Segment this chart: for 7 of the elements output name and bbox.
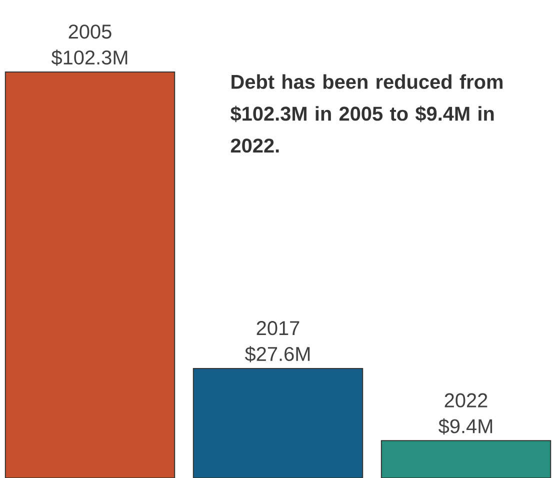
x-tick-label: 2017 — [256, 320, 300, 335]
x-tick-label: 2005 — [68, 24, 112, 38]
data-label: $27.6M — [244, 346, 310, 362]
data-label: $9.4M — [438, 418, 492, 434]
x-tick-label: 2022 — [444, 393, 488, 408]
annotation: Debt has been reduced from $102.3M in 2005 to $9.4M in 2022. — [230, 74, 502, 152]
data-label: $102.3M — [51, 49, 128, 66]
